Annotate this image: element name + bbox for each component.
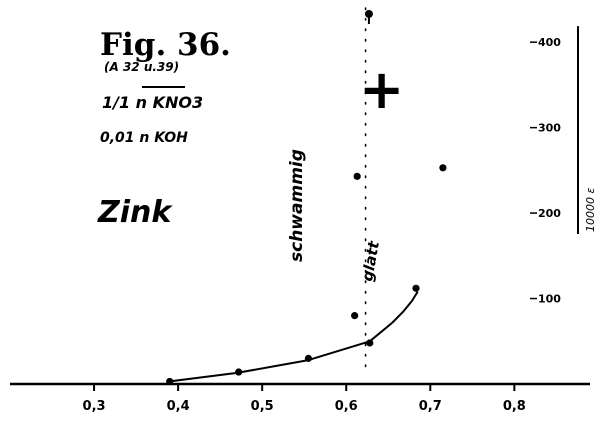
x-tick-label: 0,4 (167, 399, 190, 414)
x-tick-label: 0,7 (419, 399, 442, 414)
annotation-glatt: glatt (358, 239, 383, 283)
annotation-schwammig: schwammig (287, 149, 307, 262)
figure-title: Fig. 36. (100, 27, 231, 63)
data-point (235, 368, 243, 376)
y-tick-label: 200 (538, 207, 561, 220)
data-point (351, 312, 359, 320)
solution-line-2: 0,01 n KOH (100, 130, 188, 146)
y-tick-label: 400 (538, 36, 561, 49)
plus-sign: + (359, 58, 404, 121)
data-point (412, 284, 420, 292)
figure-subtitle: (A 32 u.39) (104, 60, 179, 74)
y-tick-label: 300 (538, 122, 561, 135)
series-curve (169, 291, 419, 383)
metal-label: Zink (97, 195, 173, 230)
solution-line-1: 1/1 n KNO3 (102, 93, 203, 112)
y-tick-label: 100 (538, 293, 561, 306)
data-point (304, 354, 313, 362)
data-point (439, 164, 447, 172)
y-axis-label: 10000 ε (584, 188, 597, 232)
x-tick-label: 0,8 (503, 399, 526, 414)
x-tick-label: 0,6 (335, 399, 358, 414)
data-point (353, 172, 361, 180)
data-point (366, 339, 374, 347)
x-tick-label: 0,5 (251, 399, 274, 414)
x-tick-label: 0,3 (83, 399, 106, 414)
data-point (166, 377, 174, 386)
